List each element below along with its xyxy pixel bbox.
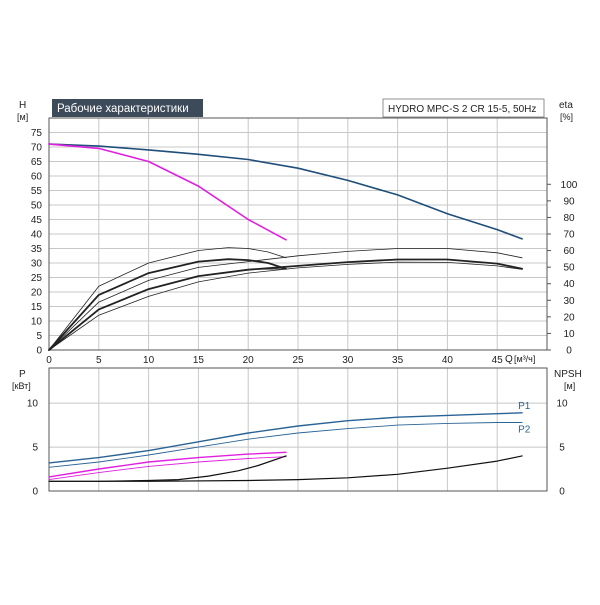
power-y-tick-label: 5 (32, 443, 38, 454)
head-y-tick-label: 55 (31, 186, 43, 197)
power-series-4-line (48, 456, 287, 481)
head-series-3-line (48, 258, 287, 351)
eta-tick-label: 60 (563, 246, 575, 257)
x-axis-unit: [м³/ч] (514, 354, 535, 364)
npsh-axis-unit: [м] (564, 381, 575, 391)
head-series-4-line (48, 247, 287, 351)
head-axis-label: H (19, 100, 26, 111)
head-y-tick-label: 45 (31, 215, 43, 226)
eta-tick-label: 90 (563, 196, 575, 207)
head-y-tick-label: 40 (31, 230, 43, 241)
power-y-tick-label: 0 (32, 487, 38, 498)
head-y-tick-label: 20 (31, 288, 43, 299)
x-tick-label: 10 (143, 355, 155, 366)
eta-tick-label: 40 (563, 279, 575, 290)
head-y-tick-label: 75 (31, 128, 43, 139)
npsh-y-tick-label: 10 (556, 399, 568, 410)
eta-tick-label: 80 (563, 213, 575, 224)
head-y-tick-label: 10 (31, 317, 43, 328)
head-y-tick-label: 70 (31, 143, 43, 154)
chart-title: Рабочие характеристики (57, 103, 189, 115)
head-y-tick-label: 35 (31, 244, 43, 255)
power-series-6-line (48, 455, 523, 482)
head-series-2-line (48, 143, 287, 241)
head-y-tick-label: 30 (31, 259, 43, 270)
head-y-tick-label: 65 (31, 157, 43, 168)
series-label-p2: P2 (518, 424, 531, 435)
head-y-tick-label: 50 (31, 201, 43, 212)
eta-tick-label: 50 (563, 263, 575, 274)
head-axis-unit: [м] (17, 112, 28, 122)
head-series-1-line (48, 143, 523, 240)
power-axis-label: P (19, 369, 26, 380)
title-box (52, 99, 203, 117)
eta-tick-label: 30 (563, 296, 575, 307)
head-y-tick-label: 0 (36, 346, 42, 357)
x-tick-label: 35 (392, 355, 404, 366)
eta-tick-label: 70 (563, 230, 575, 241)
x-tick-label: 0 (46, 355, 52, 366)
x-tick-label: 5 (96, 355, 102, 366)
head-y-tick-label: 25 (31, 273, 43, 284)
head-y-tick-label: 60 (31, 172, 43, 183)
npsh-axis-label: NPSH (554, 369, 582, 380)
npsh-y-tick-label: 0 (559, 487, 565, 498)
power-axis-unit: [кВт] (12, 381, 31, 391)
npsh-y-tick-label: 5 (559, 443, 565, 454)
series-label-p1: P1 (518, 401, 531, 412)
x-tick-label: 25 (292, 355, 304, 366)
x-tick-label: 45 (492, 355, 504, 366)
x-tick-label: 15 (193, 355, 205, 366)
eta-axis-label: eta (559, 100, 573, 111)
x-tick-label: 30 (342, 355, 354, 366)
head-series-7-line (48, 248, 523, 351)
head-y-tick-label: 5 (36, 331, 42, 342)
head-series-8-line (48, 261, 523, 351)
x-axis-label: Q (505, 354, 513, 365)
power-series-2-line (48, 422, 523, 468)
power-series-1-line (48, 412, 523, 464)
power-y-tick-label: 10 (27, 399, 39, 410)
eta-tick-label: 10 (563, 329, 575, 340)
x-tick-label: 40 (442, 355, 454, 366)
eta-axis-unit: [%] (560, 112, 573, 122)
head-y-tick-label: 15 (31, 302, 43, 313)
power-panel-frame (48, 367, 548, 492)
eta-tick-label: 0 (566, 346, 572, 357)
head-series-6-line (48, 258, 523, 351)
model-label: HYDRO MPC-S 2 CR 15-5, 50Hz (388, 104, 536, 115)
eta-tick-label: 20 (563, 312, 575, 323)
model-box (382, 98, 545, 118)
eta-tick-label: 100 (561, 180, 578, 191)
power-series-3-line (48, 451, 287, 478)
x-tick-label: 20 (243, 355, 255, 366)
